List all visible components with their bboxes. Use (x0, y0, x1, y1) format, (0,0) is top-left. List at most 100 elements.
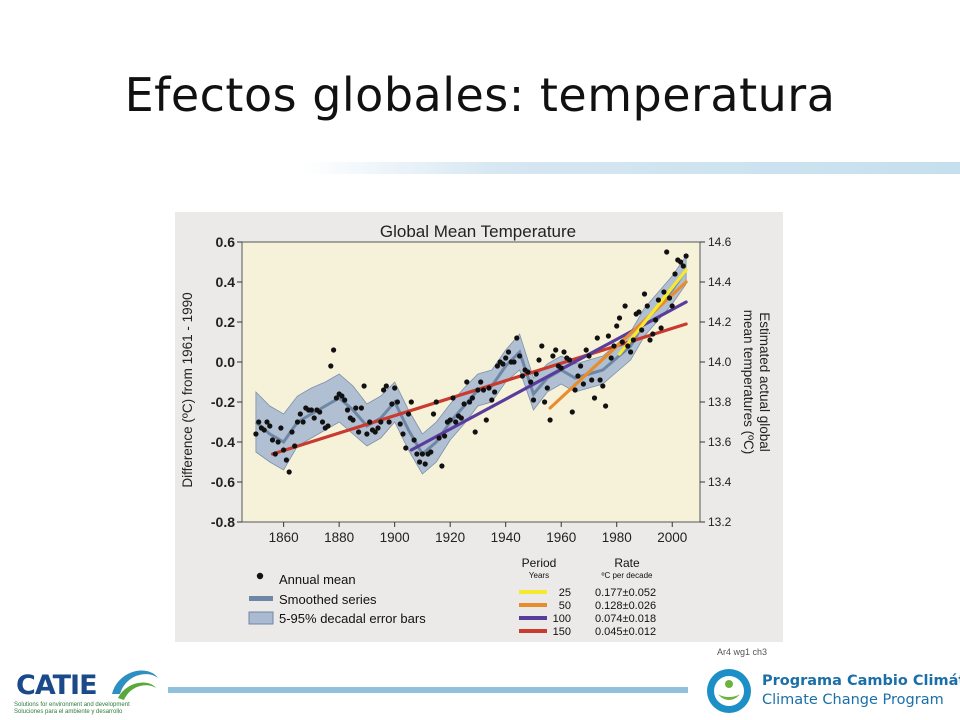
y-tick-label-left: -0.8 (211, 514, 235, 530)
annual-mean-point (478, 379, 484, 385)
annual-mean-point (511, 359, 517, 365)
annual-mean-point (641, 291, 648, 297)
annual-mean-point (517, 353, 523, 359)
annual-mean-point (530, 397, 537, 403)
annual-mean-point (442, 433, 448, 439)
annual-mean-point (639, 327, 645, 333)
annual-mean-point (539, 343, 545, 349)
annual-mean-point (278, 425, 284, 431)
annual-mean-point (394, 399, 400, 405)
annual-mean-point (361, 383, 367, 389)
annual-mean-point (383, 383, 389, 389)
global-mean-temperature-chart: Global Mean Temperature 1860 1880 1900 1920… (180, 222, 772, 638)
x-tick-label: 1880 (324, 530, 354, 545)
legend-trend-rate-100: 0.074±0.018 (595, 613, 656, 625)
annual-mean-point (589, 377, 595, 383)
annual-mean-point (650, 331, 656, 337)
legend-error-band-swatch (248, 611, 274, 625)
annual-mean-point (580, 381, 586, 387)
annual-mean-point (616, 315, 623, 321)
annual-mean-point (461, 401, 467, 407)
annual-mean-point (375, 425, 381, 431)
annual-mean-point (622, 303, 628, 309)
annual-mean-point (669, 303, 675, 309)
annual-mean-point (414, 451, 420, 457)
annual-mean-point (583, 347, 589, 353)
program-name-es: Programa Cambio Climático (762, 673, 960, 689)
annual-mean-point (647, 337, 653, 343)
annual-mean-point (436, 435, 442, 441)
annual-mean-point (289, 429, 295, 435)
annual-mean-point (342, 397, 348, 403)
x-tick-label: 1900 (380, 530, 410, 545)
annual-mean-point (403, 445, 409, 451)
source-note: Ar4 wg1 ch3 (717, 647, 768, 657)
annual-mean-point (472, 429, 478, 435)
y-tick-label-left: -0.2 (211, 394, 235, 410)
annual-mean-point (597, 377, 603, 383)
annual-mean-point (505, 349, 512, 355)
y-tick-label-right: 13.4 (708, 475, 732, 489)
legend: Annual mean Smoothed series 5-95% decada… (248, 556, 656, 638)
annual-mean-point (578, 363, 584, 369)
annual-mean-point (428, 449, 434, 455)
catie-logo: CATIE Solutions for environment and deve… (10, 662, 170, 718)
annual-mean-point (480, 387, 487, 393)
annual-mean-point (392, 385, 398, 391)
annual-mean-point (356, 429, 362, 435)
x-tick-label: 2000 (657, 530, 687, 545)
annual-mean-point (653, 317, 659, 323)
annual-mean-point (333, 395, 339, 401)
y-tick-label-left: 0.4 (216, 274, 236, 290)
legend-rate-header: Rate (614, 556, 640, 570)
annual-mean-point (608, 355, 614, 361)
annual-mean-point (264, 419, 270, 425)
annual-mean-point (569, 409, 575, 415)
y-axis-label-left: Difference (ºC) from 1961 - 1990 (180, 292, 195, 487)
y-axis-label-right-line1: Estimated actual global (757, 312, 772, 452)
footer-divider (168, 687, 688, 693)
annual-mean-point (655, 297, 661, 303)
program-name-en: Climate Change Program (762, 692, 944, 708)
x-tick-label: 1960 (546, 530, 576, 545)
annual-mean-point (430, 411, 437, 417)
y-tick-label-right: 14.0 (708, 355, 732, 369)
legend-trend-period-100: 100 (553, 613, 571, 625)
catie-tagline: Solutions for environment and developmen… (14, 702, 174, 716)
legend-period-unit: Years (529, 571, 549, 580)
legend-smoothed-swatch (249, 596, 273, 601)
annual-mean-point (267, 423, 273, 429)
trend-line-25-years (617, 268, 688, 356)
annual-mean-point (494, 363, 500, 369)
annual-mean-point (600, 383, 606, 389)
annual-mean-point (381, 387, 387, 393)
annual-mean-point (389, 401, 395, 407)
annual-mean-point (566, 357, 573, 363)
annual-mean-point (256, 419, 262, 425)
y-tick-label-left: -0.4 (211, 434, 235, 450)
annual-mean-point (292, 443, 298, 449)
annual-mean-point (572, 387, 578, 393)
annual-mean-point (331, 347, 337, 353)
annual-mean-point (317, 409, 323, 415)
annual-mean-point (300, 419, 306, 425)
title-divider (300, 162, 960, 174)
annual-mean-point (605, 333, 611, 339)
annual-mean-point (467, 399, 473, 405)
catie-swoosh-icon (112, 670, 158, 700)
annual-mean-point (400, 431, 406, 437)
annual-mean-point (553, 347, 559, 353)
catie-tagline-es: Soluciones para el ambiente y desarrollo (14, 709, 123, 715)
legend-smoothed-label: Smoothed series (279, 592, 377, 607)
annual-mean-point (678, 259, 684, 265)
annual-mean-point (636, 309, 642, 315)
annual-mean-point (344, 407, 351, 413)
annual-mean-point (591, 395, 598, 401)
annual-mean-point (281, 447, 287, 453)
annual-mean-point (503, 355, 509, 361)
annual-mean-point (417, 459, 423, 465)
x-tick-label: 1940 (491, 530, 521, 545)
annual-mean-point (311, 415, 317, 421)
annual-mean-point (544, 385, 550, 391)
legend-trend-rate-50: 0.128±0.026 (595, 600, 656, 612)
